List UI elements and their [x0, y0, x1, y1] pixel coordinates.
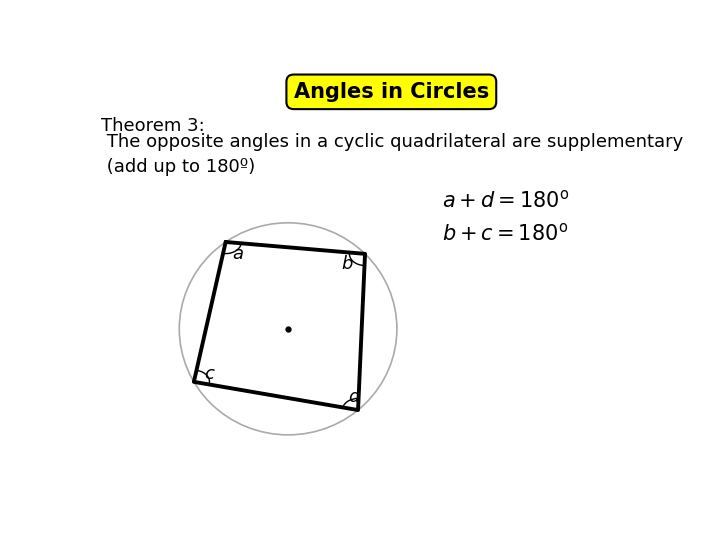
Text: (add up to 180º): (add up to 180º) [101, 158, 256, 177]
Text: $\mathbf{\mathit{c}}$: $\mathbf{\mathit{c}}$ [204, 366, 215, 383]
Text: $\mathbf{\mathit{b}} + \mathbf{\mathit{c}} = 180^{\mathrm{o}}$: $\mathbf{\mathit{b}} + \mathbf{\mathit{c… [441, 223, 567, 245]
Text: The opposite angles in a cyclic quadrilateral are supplementary: The opposite angles in a cyclic quadrila… [101, 133, 683, 151]
Text: $\mathbf{\mathit{b}}$: $\mathbf{\mathit{b}}$ [341, 255, 354, 273]
Text: Theorem 3:: Theorem 3: [101, 117, 205, 135]
Text: Angles in Circles: Angles in Circles [294, 82, 489, 102]
Text: $\mathbf{\mathit{a}}$: $\mathbf{\mathit{a}}$ [232, 246, 244, 264]
Text: $\mathbf{\mathit{d}}$: $\mathbf{\mathit{d}}$ [348, 388, 362, 406]
Text: $\mathbf{\mathit{a}} + \mathbf{\mathit{d}} = 180^{\mathrm{o}}$: $\mathbf{\mathit{a}} + \mathbf{\mathit{d… [441, 190, 569, 212]
